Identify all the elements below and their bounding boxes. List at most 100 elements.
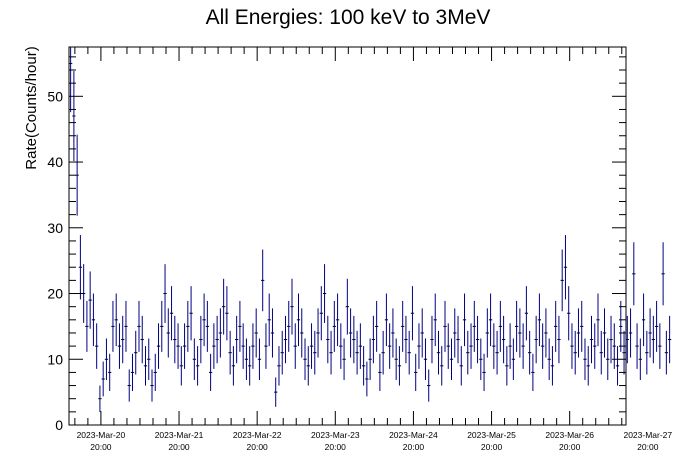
data-point [404,315,408,364]
data-point [495,330,499,375]
data-point [202,293,206,347]
data-point [215,315,219,364]
x-tick-label-date: 2023-Mar-21 [155,430,204,440]
y-axis-label: Rate(Counts/hour) [23,46,40,169]
y-tick-label: 10 [47,351,63,367]
data-point [179,346,183,386]
data-point [596,293,600,347]
data-point [69,47,73,113]
data-point [528,330,532,375]
y-tick-label: 40 [47,154,63,170]
data-point [316,308,320,358]
data-point [365,361,369,397]
data-point [423,338,428,381]
data-point [498,300,502,352]
data-point [140,315,144,364]
x-axis: 2023-Mar-20 20:00 2023-Mar-21 20:00 2023-Mar… [74,47,672,452]
data-point [345,278,349,335]
data-point [290,278,294,335]
data-point [475,315,480,364]
data-point [410,286,415,341]
data-point [309,323,314,369]
data-point [303,338,307,381]
x-tick-label-time: 20:00 [247,442,269,452]
data-point [166,308,170,358]
data-point [208,353,213,392]
data-point [169,286,174,341]
data-point [560,249,564,312]
data-point [339,323,343,369]
data-point [143,346,148,386]
x-tick-label-date: 2023-Mar-27 [623,430,672,440]
data-point [280,330,284,375]
data-point [638,338,642,381]
data-point [355,330,359,375]
data-point [645,330,649,375]
data-point [85,300,89,352]
x-tick-label-date: 2023-Mar-20 [77,430,126,440]
data-point [508,323,512,369]
data-point [238,300,242,352]
data-point [348,308,353,358]
data-point [632,242,636,306]
data-point [306,346,310,386]
y-tick-label: 50 [47,88,63,104]
data-point [391,308,395,358]
data-point [88,271,92,329]
data-point [267,293,271,347]
data-point [371,315,376,364]
data-point [609,315,613,364]
data-point [459,346,463,386]
data-point [332,300,336,352]
data-point [648,308,652,358]
data-point [583,338,587,381]
data-point [241,323,245,369]
data-point [368,338,372,381]
data-point [407,330,411,375]
data-point [104,338,109,381]
data-point [501,315,506,364]
data-point [361,346,366,386]
x-tick-label-date: 2023-Mar-22 [233,430,282,440]
data-point [615,346,620,386]
data-point [257,338,262,381]
data-point [397,346,402,386]
data-point [482,353,486,392]
data-point [511,338,515,381]
x-tick-label-date: 2023-Mar-24 [389,430,438,440]
data-point [628,308,633,358]
data-point [134,330,138,375]
y-tick-label: 20 [47,286,63,302]
data-point [667,315,672,364]
data-point [72,70,76,162]
data-point [163,264,167,323]
data-point [531,353,535,392]
data-point [358,323,362,369]
data-point [195,346,200,386]
x-tick-label-time: 20:00 [481,442,503,452]
data-point [573,330,577,375]
data-point [378,353,382,392]
data-point [567,286,571,341]
data-point [296,293,301,347]
data-point [427,369,431,402]
data-point [580,300,584,352]
data-point [375,300,379,352]
data-point [469,323,473,369]
data-point [248,346,252,386]
data-point [212,323,216,369]
data-point [147,338,151,381]
data-point [664,330,668,375]
data-point [443,300,447,352]
data-point [225,286,229,341]
data-point [160,300,164,352]
data-point [394,338,398,381]
data-point [277,346,281,386]
data-point [199,315,203,364]
data-point [436,330,441,375]
data-point [270,308,275,358]
x-tick-label-time: 20:00 [559,442,581,452]
data-point [98,385,102,412]
data-point [95,323,99,369]
